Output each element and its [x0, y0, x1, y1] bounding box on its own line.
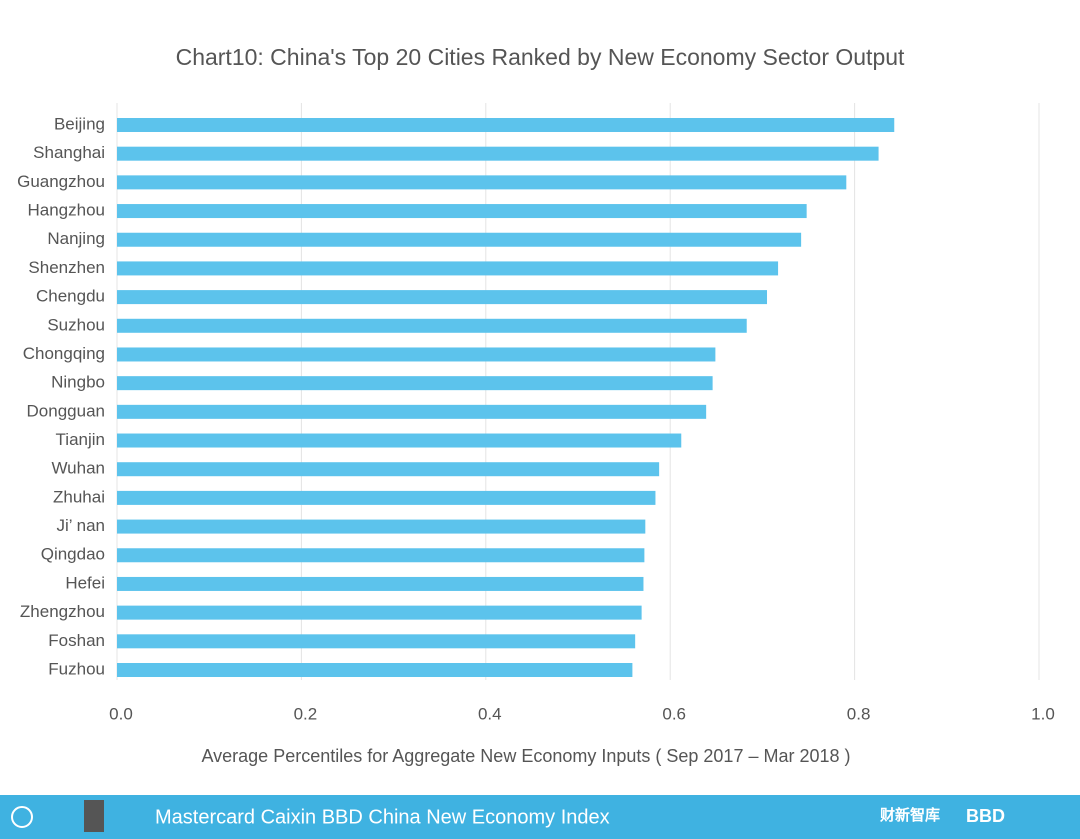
y-tick-label: Nanjing [47, 229, 105, 248]
logo-icon [84, 800, 104, 832]
bar [117, 376, 713, 391]
bar [117, 318, 747, 333]
logo-icon [11, 806, 33, 828]
y-tick-label: Ji’ nan [56, 516, 105, 535]
y-tick-label: Shanghai [33, 143, 105, 162]
footer-band [0, 795, 1080, 839]
bar [117, 519, 646, 534]
chart-title: Chart10: China's Top 20 Cities Ranked by… [176, 44, 905, 70]
bar [117, 261, 779, 276]
y-tick-label: Chongqing [23, 344, 105, 363]
x-tick-label: 0.2 [294, 704, 318, 723]
x-tick-label: 1.0 [1031, 704, 1055, 723]
y-tick-label: Zhuhai [53, 487, 105, 506]
bar [117, 634, 636, 649]
x-tick-label: 0.0 [109, 704, 133, 723]
y-tick-label: Fuzhou [48, 659, 105, 678]
bar [117, 175, 847, 190]
y-tick-label: Hangzhou [27, 201, 105, 220]
footer-logo-left [11, 800, 104, 832]
bar [117, 548, 645, 563]
bar [117, 605, 642, 620]
y-tick-label: Suzhou [47, 315, 105, 334]
x-tick-label: 0.4 [478, 704, 502, 723]
bar [117, 462, 660, 477]
bar [117, 347, 716, 362]
bar [117, 290, 768, 305]
y-tick-label: Qingdao [41, 545, 105, 564]
x-axis-label: Average Percentiles for Aggregate New Ec… [201, 746, 850, 766]
bar [117, 204, 807, 219]
y-tick-label: Tianjin [56, 430, 105, 449]
bar [117, 576, 644, 591]
bar [117, 118, 895, 132]
bar [117, 433, 682, 448]
footer-logo: BBD [966, 806, 1005, 826]
y-tick-label: Hefei [65, 573, 105, 592]
bar [117, 490, 656, 505]
y-tick-label: Foshan [48, 631, 105, 650]
bar [117, 146, 879, 161]
y-tick-label: Shenzhen [28, 258, 105, 277]
x-tick-label: 0.6 [662, 704, 686, 723]
y-tick-label: Zhengzhou [20, 602, 105, 621]
y-tick-label: Dongguan [27, 401, 105, 420]
bar [117, 404, 707, 419]
footer-title: Mastercard Caixin BBD China New Economy … [155, 806, 610, 828]
footer-logo: 财新智库 [880, 806, 940, 824]
y-tick-label: Guangzhou [17, 172, 105, 191]
bar [117, 232, 802, 247]
bar [117, 663, 633, 677]
y-tick-label: Ningbo [51, 373, 105, 392]
y-tick-label: Beijing [54, 114, 105, 133]
y-tick-label: Wuhan [51, 459, 105, 478]
y-tick-label: Chengdu [36, 287, 105, 306]
x-tick-label: 0.8 [847, 704, 871, 723]
